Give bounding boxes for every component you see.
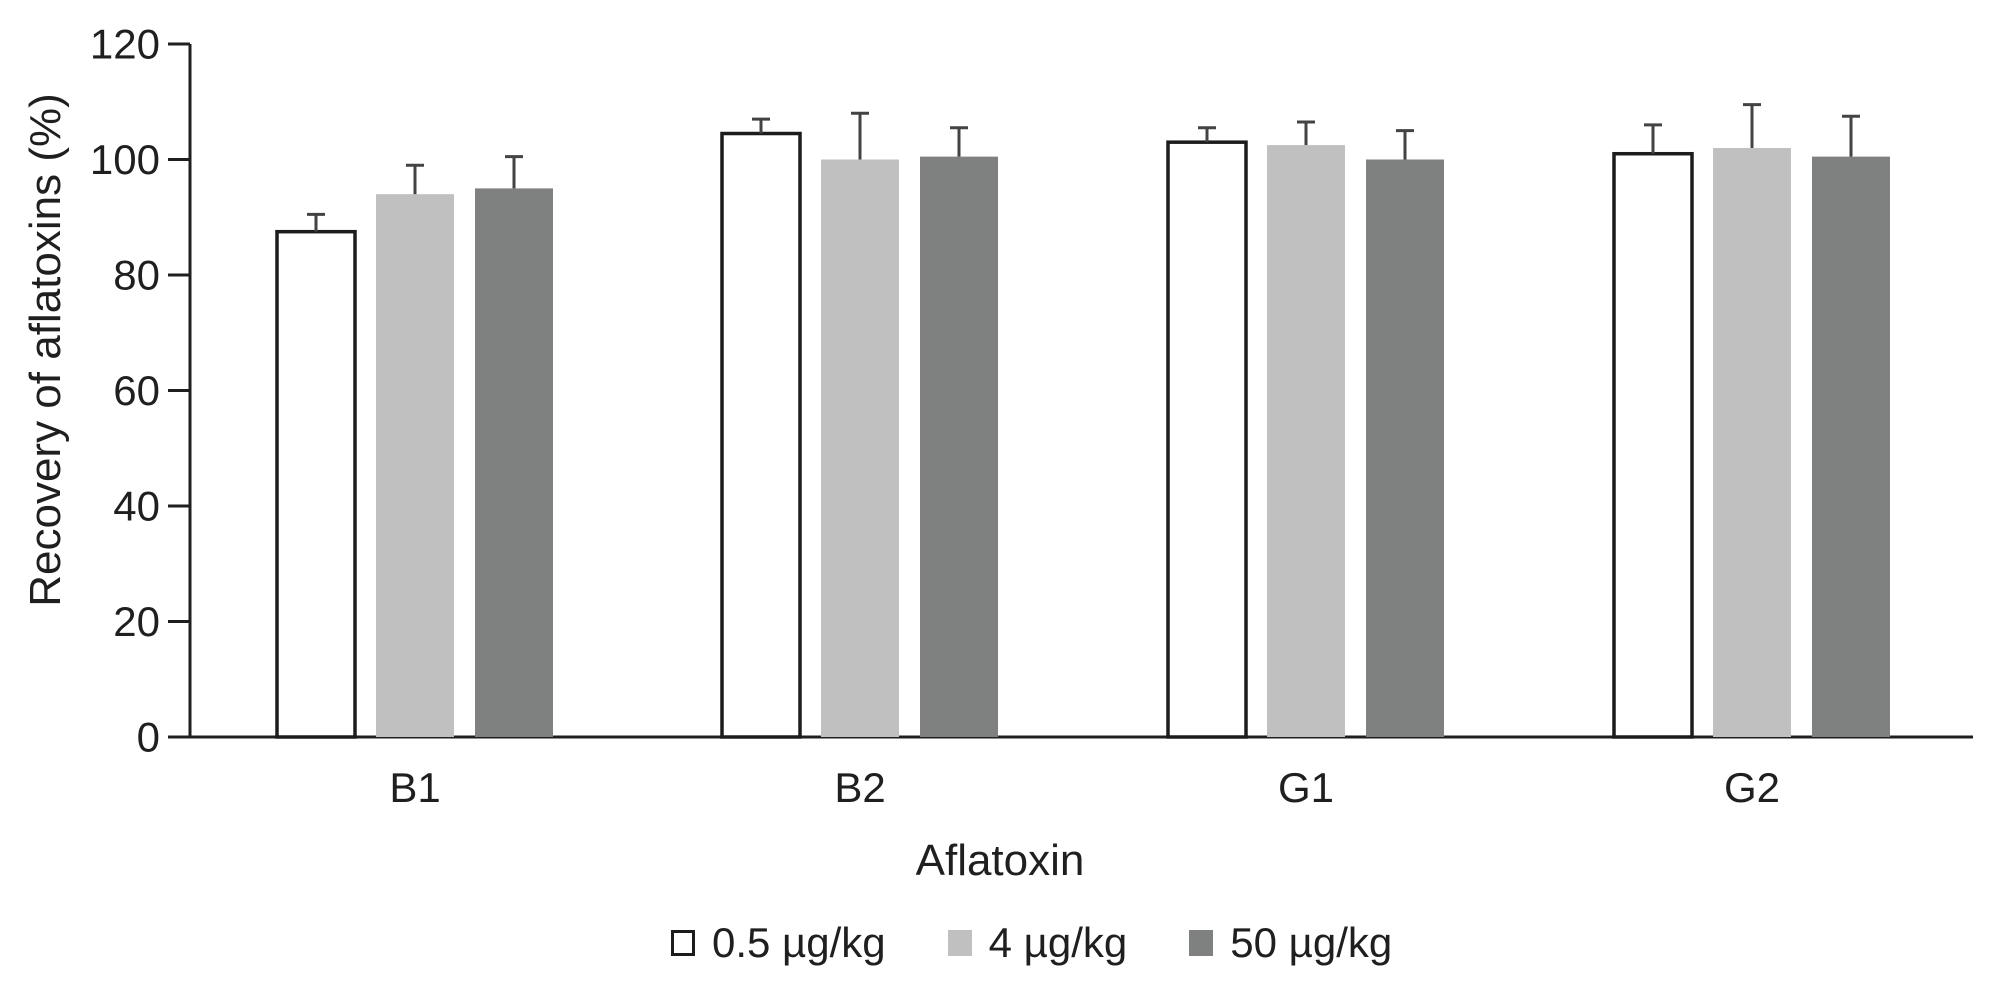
legend-item-3: 50 µg/kg: [1189, 922, 1392, 964]
y-tick-label-60: 60: [113, 367, 160, 414]
y-tick-label-20: 20: [113, 598, 160, 645]
bar-B2-series2: [821, 159, 899, 737]
y-tick-label-80: 80: [113, 252, 160, 299]
y-tick-label-0: 0: [137, 714, 160, 761]
x-category-label-G1: G1: [1278, 764, 1334, 811]
y-tick-label-40: 40: [113, 483, 160, 530]
legend-swatch-icon: [1189, 930, 1214, 956]
bar-B1-series2: [376, 194, 454, 737]
bar-G1-series2: [1267, 145, 1345, 737]
legend-swatch-icon: [671, 930, 695, 956]
axis-spine: [188, 44, 1973, 739]
legend-label: 4 µg/kg: [988, 919, 1128, 966]
y-tick-label-120: 120: [90, 21, 160, 68]
legend-item-1: 0.5 µg/kg: [671, 922, 886, 964]
x-category-label-B2: B2: [834, 764, 885, 811]
bar-B2-series3: [920, 156, 998, 738]
bar-B1-series3: [475, 188, 553, 737]
y-tick-label-100: 100: [90, 136, 160, 183]
chart-legend: 0.5 µg/kg 4 µg/kg 50 µg/kg: [671, 922, 1392, 964]
x-axis-title: Aflatoxin: [915, 836, 1085, 885]
x-category-label-B1: B1: [389, 764, 440, 811]
bar-G2-series2: [1713, 147, 1791, 737]
y-axis-title: Recovery of aflatoxins (%): [21, 93, 70, 607]
legend-label: 50 µg/kg: [1230, 919, 1393, 966]
bar-G2-series1: [1612, 151, 1694, 739]
bar-B1-series1: [275, 229, 357, 739]
bar-G2-series3: [1812, 156, 1890, 738]
bar-B2-series1: [720, 131, 802, 739]
legend-label: 0.5 µg/kg: [712, 919, 886, 966]
legend-swatch-icon: [947, 930, 972, 956]
bar-G1-series1: [1166, 140, 1248, 739]
bar-G1-series3: [1366, 159, 1444, 737]
x-category-label-G2: G2: [1724, 764, 1780, 811]
legend-item-2: 4 µg/kg: [947, 919, 1128, 966]
